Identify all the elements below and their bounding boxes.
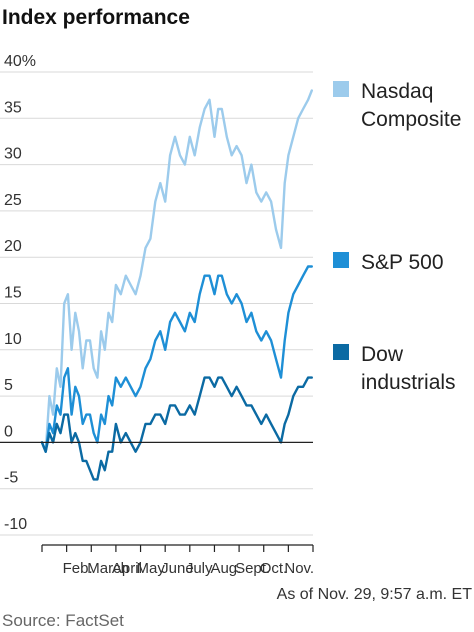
- y-tick-label: 0: [4, 423, 13, 440]
- legend-swatch: [333, 252, 349, 268]
- source-note: Source: FactSet: [2, 611, 124, 630]
- gridlines: [0, 71, 313, 536]
- x-tick-label: May: [137, 560, 166, 577]
- y-tick-label: -5: [4, 470, 18, 487]
- x-tick-label: Nov.: [284, 560, 314, 577]
- series-lines: [40, 89, 313, 481]
- x-tick-label: April: [112, 560, 142, 577]
- y-tick-label: 10: [4, 331, 22, 348]
- x-tick-label: Oct.: [260, 560, 288, 577]
- series-line-0: [40, 89, 313, 453]
- as-of-note: As of Nov. 29, 9:57 a.m. ET: [277, 586, 473, 603]
- legend-label: Nasdaq: [361, 80, 433, 103]
- legend-swatch: [333, 81, 349, 97]
- x-tick-label: Aug.: [210, 560, 241, 577]
- legend-swatch: [333, 344, 349, 360]
- chart-title: Index performance: [2, 6, 190, 29]
- y-tick-label: 30: [4, 146, 22, 163]
- legend-label: S&P 500: [361, 251, 444, 274]
- x-tick-label: July: [186, 560, 213, 577]
- legend-label: industrials: [361, 371, 456, 394]
- x-tick-label: June: [161, 560, 194, 577]
- y-axis-tick-labels: 40% 35 30 25 20 15 10 5 0 -5 -10: [4, 53, 36, 533]
- x-tick-label: March: [87, 560, 129, 577]
- x-tick-label: Sept.: [235, 560, 270, 577]
- y-tick-label: 20: [4, 238, 22, 255]
- legend: Nasdaq Composite S&P 500 Dow industrials: [333, 80, 461, 394]
- y-tick-label: 5: [4, 377, 13, 394]
- y-tick-label: 35: [4, 99, 22, 116]
- series-line-2: [40, 376, 313, 481]
- legend-label: Dow: [361, 343, 404, 366]
- series-line-1: [40, 265, 313, 453]
- legend-label: Composite: [361, 108, 461, 131]
- x-axis-ticks: Feb.MarchAprilMayJuneJulyAug.Sept.Oct.No…: [41, 545, 314, 577]
- y-tick-label: 15: [4, 285, 22, 302]
- y-tick-label: 25: [4, 192, 22, 209]
- x-tick-label: Feb.: [63, 560, 93, 577]
- y-tick-label: -10: [4, 516, 27, 533]
- y-tick-label: 40%: [4, 53, 36, 70]
